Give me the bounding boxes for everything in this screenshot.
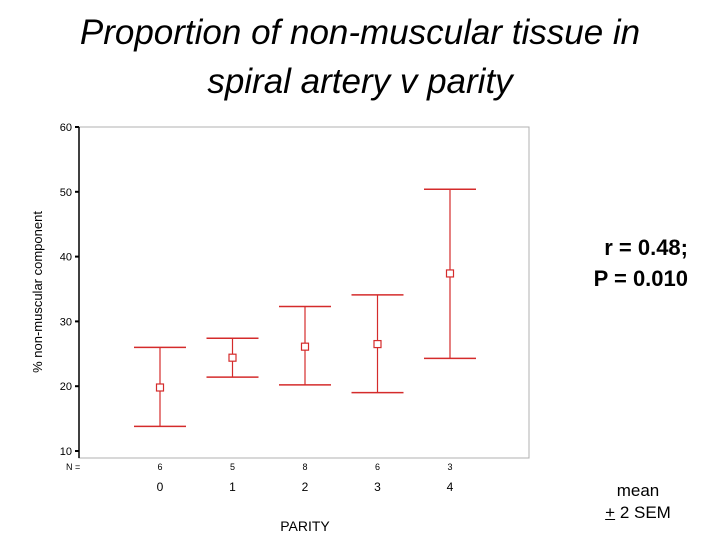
y-tick-label: 30 — [60, 316, 72, 328]
x-tick-label: 3 — [374, 480, 381, 494]
n-count-label: 6 — [375, 462, 380, 472]
mean-marker — [300, 342, 310, 351]
plot-frame — [78, 126, 530, 459]
title-line-1: Proportion of non-muscular tissue in — [79, 13, 641, 52]
title-line-2: spiral artery v parity — [207, 62, 513, 101]
y-tick-label: 10 — [60, 446, 72, 458]
correlation-r: r = 0.48; — [604, 235, 688, 260]
y-axis-label: % non-muscular component — [30, 211, 45, 373]
y-tick-label: 40 — [60, 252, 72, 264]
correlation-stats: r = 0.48; P = 0.010 — [548, 232, 688, 294]
mean-marker — [155, 383, 165, 392]
x-tick-label: 1 — [229, 480, 236, 494]
y-tick-label: 20 — [60, 381, 72, 393]
n-count-label: 6 — [157, 462, 162, 472]
note-mean: mean — [616, 481, 660, 500]
y-tick-label: 50 — [60, 187, 72, 199]
x-tick-label: 2 — [302, 480, 309, 494]
error-bar-note: mean + 2 SEM — [578, 480, 698, 524]
n-count-label: 5 — [230, 462, 235, 472]
note-sem-text: 2 SEM — [615, 503, 671, 522]
note-sem: + 2 SEM — [578, 502, 698, 524]
n-label: N = — [66, 462, 80, 472]
n-count-label: 8 — [302, 462, 307, 472]
mean-marker — [445, 269, 455, 278]
mean-marker — [373, 339, 382, 349]
correlation-p: P = 0.010 — [593, 266, 688, 291]
x-tick-label: 0 — [157, 480, 164, 494]
y-tick-label: 60 — [60, 122, 72, 134]
mean-marker — [228, 353, 237, 362]
slide-title: Proportion of non-muscular tissue in spi… — [0, 8, 720, 106]
x-tick-label: 4 — [447, 480, 454, 494]
plus-minus-sign: + — [605, 503, 616, 522]
n-count-label: 3 — [447, 462, 452, 472]
x-axis-label: PARITY — [280, 518, 330, 534]
